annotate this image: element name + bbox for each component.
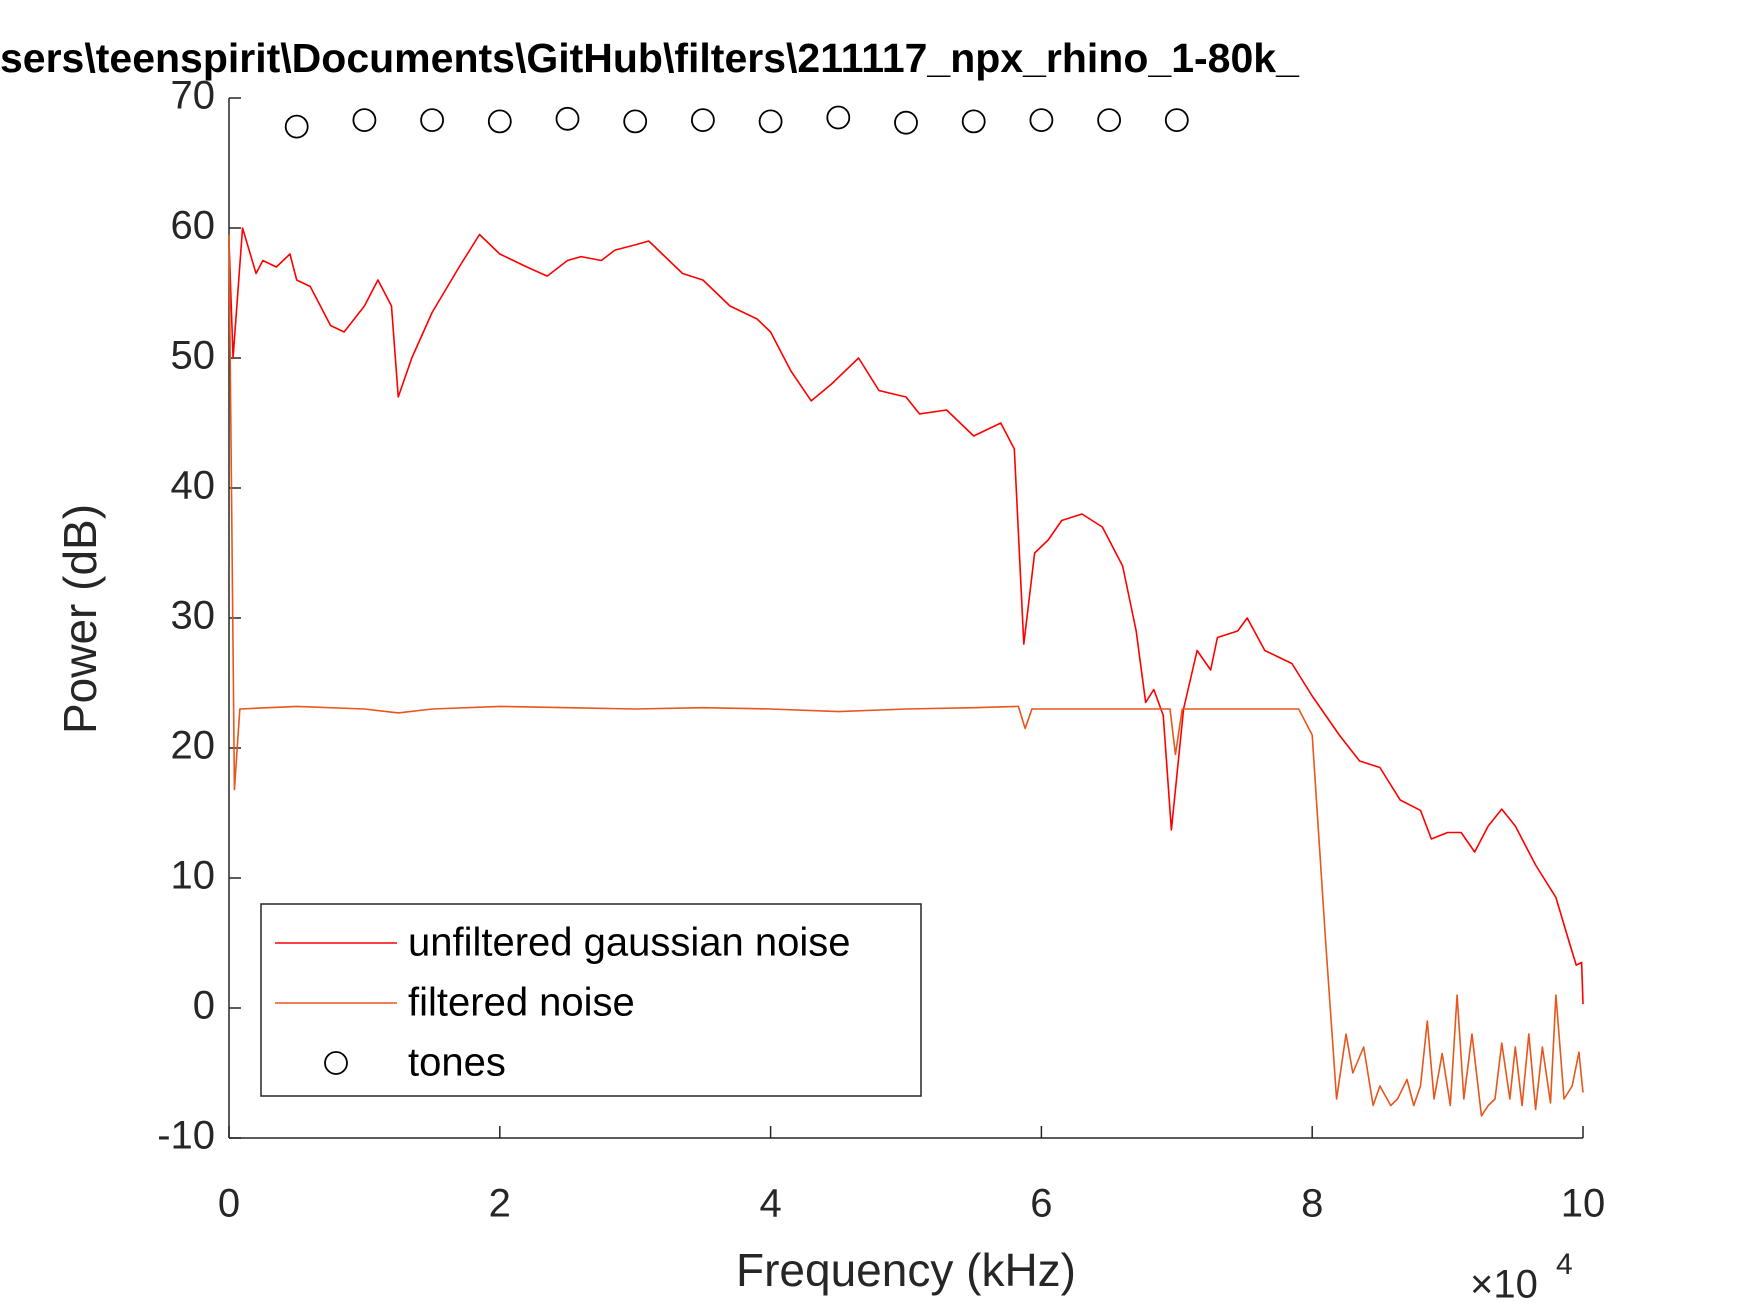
series-line — [228, 234, 1584, 1117]
legend-marker — [324, 1051, 348, 1075]
y-tick-label: 20 — [171, 724, 216, 768]
y-tick-label: 40 — [171, 464, 216, 508]
x-tick-label: 10 — [1561, 1182, 1606, 1226]
legend-label: tones — [408, 1041, 506, 1085]
y-tick-label: 10 — [171, 854, 216, 898]
legend-label: unfiltered gaussian noise — [408, 921, 851, 965]
tone-marker — [758, 109, 783, 134]
tone-marker — [420, 108, 445, 132]
tone-marker — [1097, 108, 1121, 132]
tone-marker — [894, 110, 918, 135]
tone-marker — [1164, 108, 1189, 132]
x-tick-label: 0 — [218, 1182, 240, 1226]
tone-marker — [961, 109, 986, 134]
x-axis-label: Frequency (kHz) — [736, 1244, 1076, 1296]
legend-label: filtered noise — [408, 981, 635, 1025]
tone-marker — [623, 109, 648, 134]
tone-marker — [555, 106, 580, 131]
y-tick-label: 60 — [171, 204, 216, 248]
y-tick-label: 30 — [171, 594, 216, 638]
x-multiplier-exponent: 4 — [1556, 1248, 1573, 1281]
x-tick-label: 8 — [1301, 1182, 1323, 1226]
x-tick-label: 4 — [759, 1182, 781, 1226]
x-multiplier-base: ×10 — [1470, 1263, 1538, 1307]
x-tick-label: 2 — [489, 1182, 511, 1226]
y-axis-label: Power (dB) — [54, 504, 106, 734]
tone-marker — [284, 114, 309, 139]
x-tick-label: 6 — [1030, 1182, 1052, 1226]
legend-box — [260, 903, 922, 1097]
tone-marker — [826, 105, 851, 130]
series-line — [228, 227, 1584, 1005]
y-tick-label: 50 — [171, 334, 216, 378]
legend: unfiltered gaussian noise filtered noise t… — [260, 903, 922, 1097]
chart-title: sers\teenspirit\Documents\GitHub\filters… — [0, 35, 1300, 81]
tone-marker — [487, 109, 512, 134]
y-tick-label: 70 — [171, 74, 216, 118]
tone-marker — [1029, 108, 1054, 132]
y-tick-label: 0 — [193, 984, 215, 1028]
tone-marker — [691, 108, 715, 132]
tone-marker — [352, 108, 377, 132]
y-tick-label: -10 — [157, 1114, 215, 1158]
